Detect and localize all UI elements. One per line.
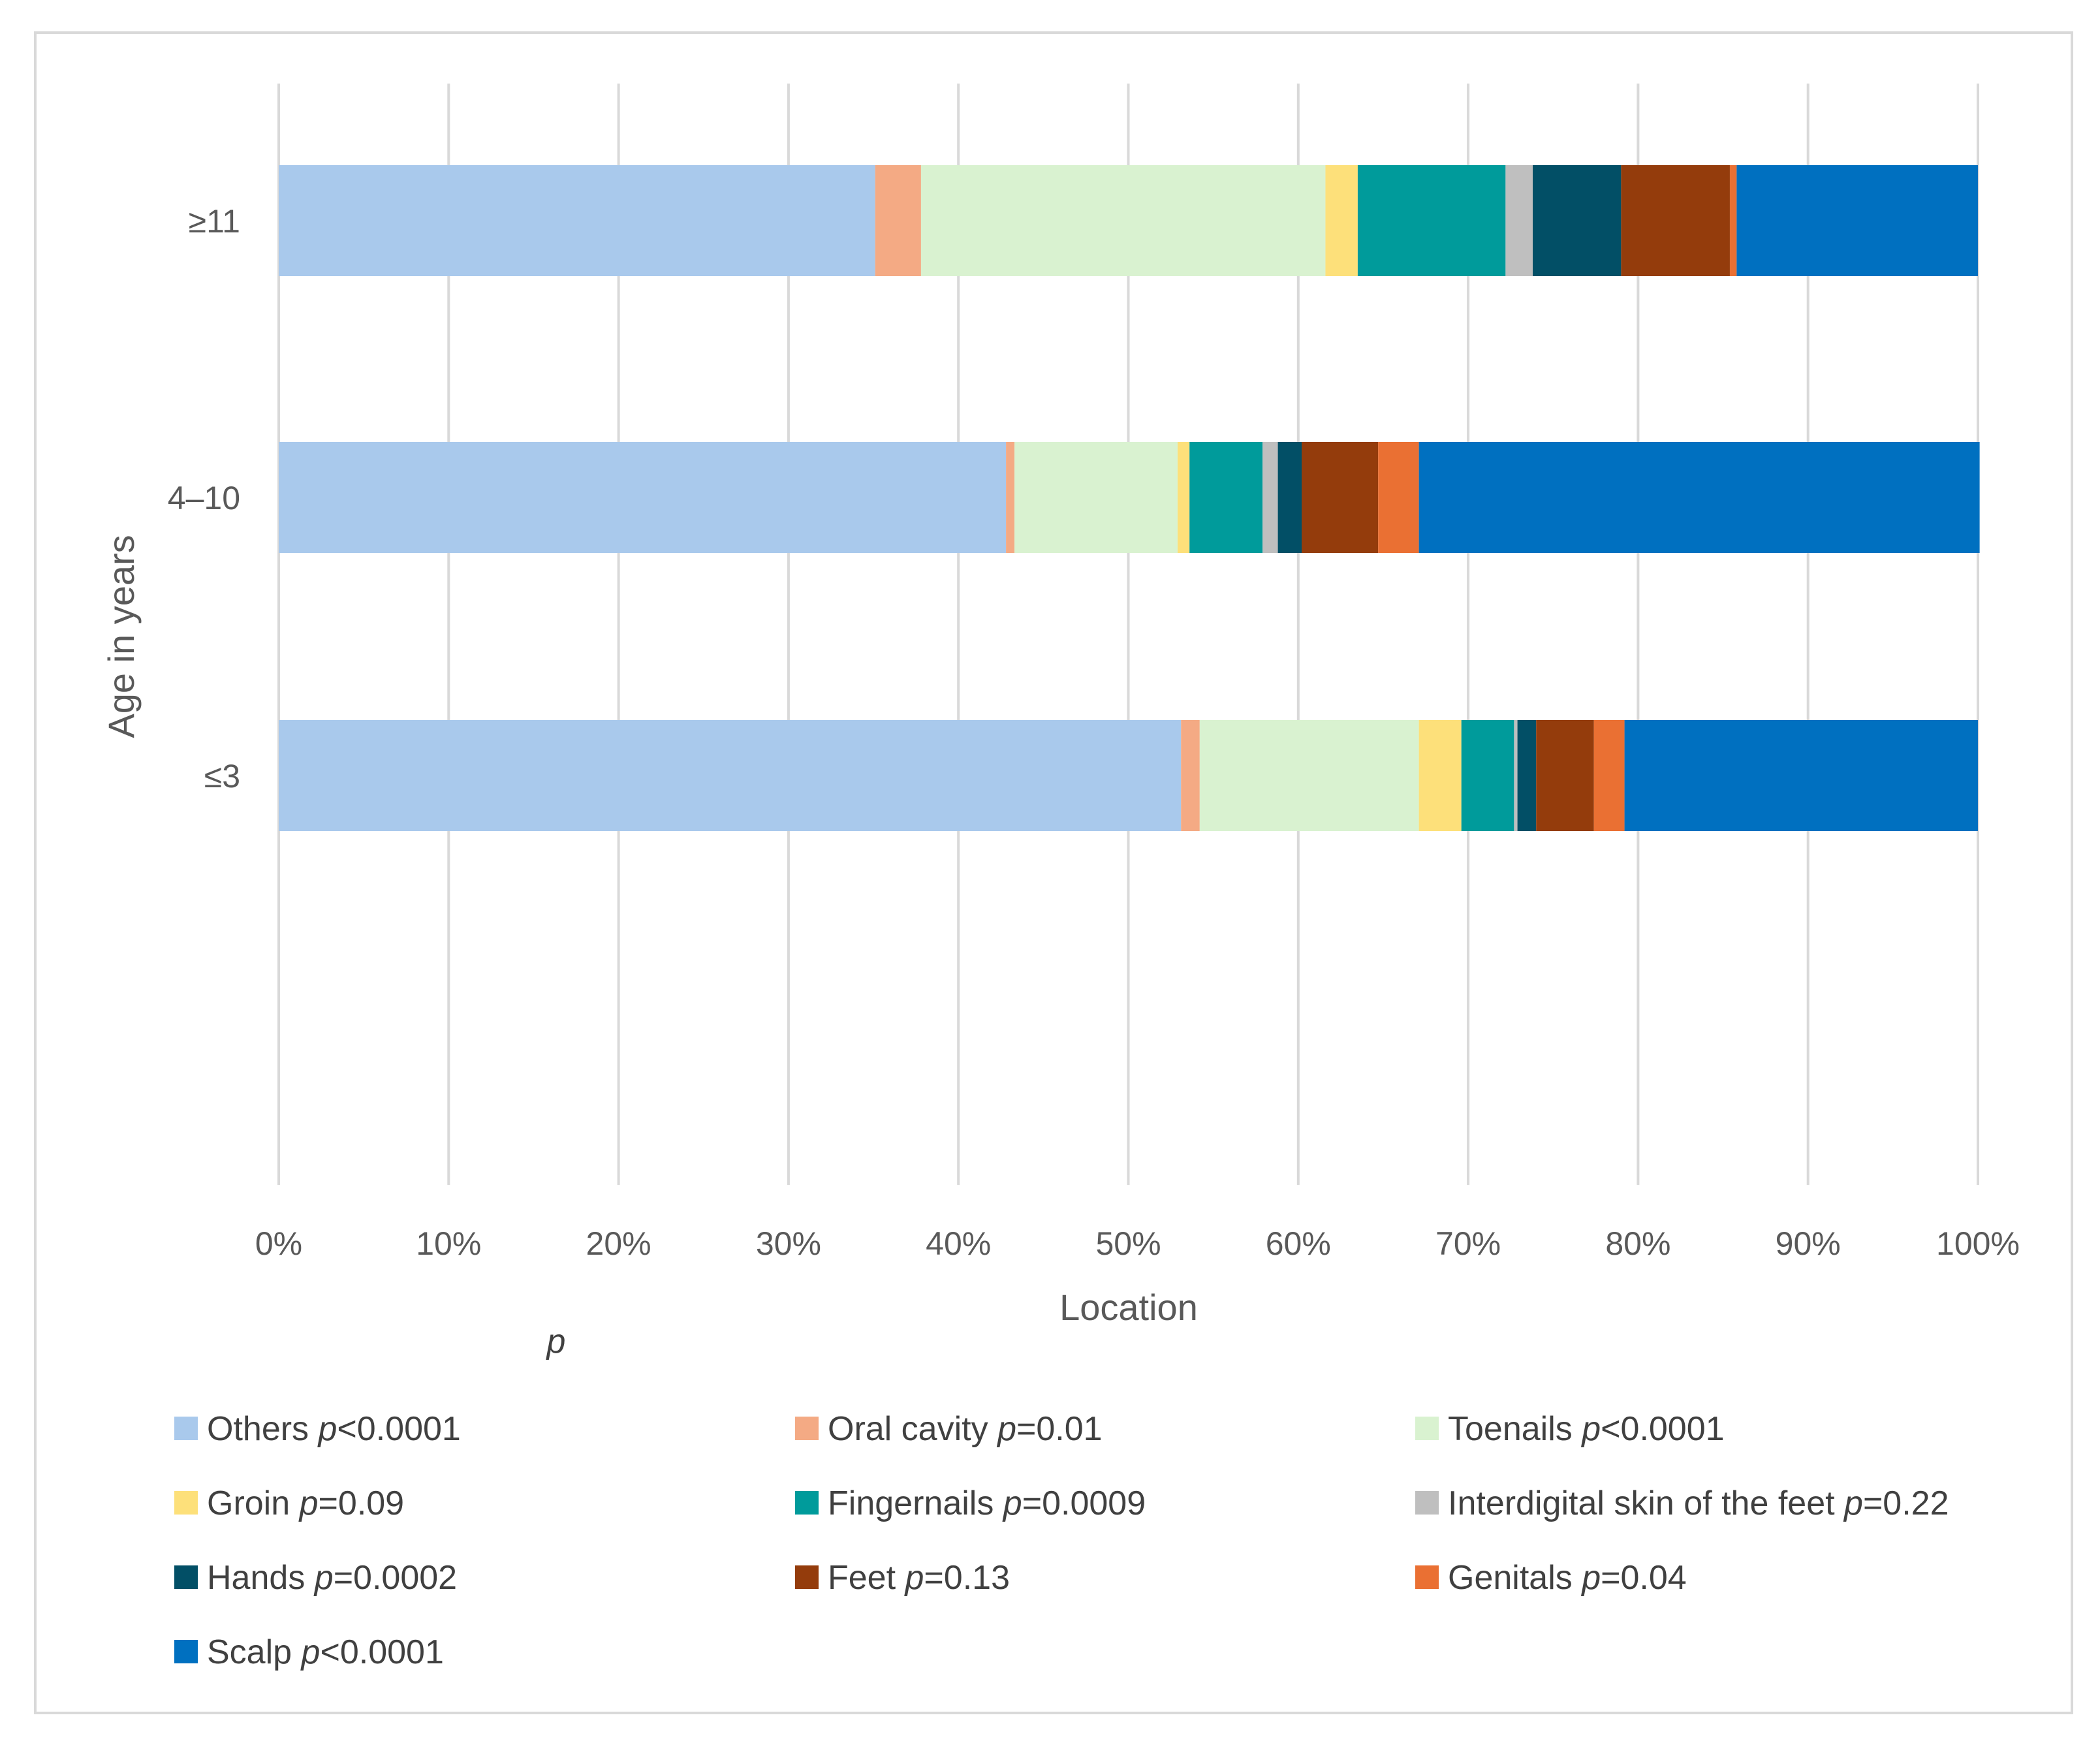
y-axis-title: Age in years	[101, 535, 142, 738]
legend-label: Oral cavity p=0.01	[828, 1410, 1103, 1448]
legend-label: Toenails p<0.0001	[1448, 1410, 1725, 1448]
bar-segment	[875, 165, 921, 276]
x-tick-label: 20%	[586, 1225, 651, 1262]
bar-segment	[1461, 720, 1514, 831]
x-tick-labels: 0% 10% 20% 30% 40% 50% 60% 70% 80% 90% 100%	[255, 1225, 2020, 1262]
legend-item: Genitals p=0.04	[1415, 1559, 1687, 1597]
bar-segment	[1325, 165, 1358, 276]
bar-segment	[1357, 165, 1506, 276]
legend: Others p<0.0001 Oral cavity p=0.01 Toenail…	[174, 1410, 1949, 1671]
y-category-label: ≥11	[189, 203, 240, 240]
legend-item: Interdigital skin of the feet p=0.22	[1415, 1484, 1949, 1522]
y-category-label: ≤3	[204, 758, 240, 794]
x-tick-label: 10%	[416, 1225, 481, 1262]
x-tick-label: 80%	[1605, 1225, 1670, 1262]
bar-segment	[1621, 165, 1730, 276]
x-tick-label: 90%	[1776, 1225, 1841, 1262]
bar-segment	[1277, 442, 1302, 553]
bars	[279, 165, 1980, 831]
chart-frame	[34, 31, 2073, 1714]
bar-segment	[1199, 720, 1419, 831]
y-category-labels: ≥11 4–10 ≤3	[168, 203, 240, 794]
bar-segment	[1177, 442, 1190, 553]
bar-segment	[279, 442, 1007, 553]
bar-segment	[279, 165, 875, 276]
x-tick-label: 70%	[1435, 1225, 1501, 1262]
bar-segment	[1729, 165, 1737, 276]
legend-label: Others p<0.0001	[207, 1410, 461, 1448]
legend-item: Others p<0.0001	[174, 1410, 461, 1448]
bar-segment	[1014, 442, 1178, 553]
bar-segment	[1006, 442, 1015, 553]
bar-segment	[920, 165, 1326, 276]
legend-item: Scalp p<0.0001	[174, 1633, 444, 1671]
legend-label: Scalp p<0.0001	[207, 1633, 444, 1671]
legend-swatch	[795, 1417, 819, 1440]
bar-segment	[1302, 442, 1379, 553]
bar-segment	[1514, 720, 1518, 831]
legend-label: Groin p=0.09	[207, 1484, 404, 1522]
legend-label: Fingernails p=0.0009	[828, 1484, 1146, 1522]
bar-segment	[1517, 720, 1537, 831]
bar-segment	[1378, 442, 1419, 553]
bar-segment	[1505, 165, 1533, 276]
legend-swatch	[174, 1640, 198, 1663]
legend-swatch	[174, 1417, 198, 1440]
legend-item: Feet p=0.13	[795, 1559, 1010, 1597]
legend-swatch	[1415, 1417, 1439, 1440]
y-category-label: 4–10	[168, 480, 240, 516]
bar-segment	[1418, 720, 1462, 831]
stray-p-label: p	[546, 1323, 566, 1360]
bar-segment	[1418, 442, 1980, 553]
legend-swatch	[174, 1491, 198, 1515]
bar-segment	[1624, 720, 1978, 831]
legend-label: Hands p=0.0002	[207, 1559, 457, 1597]
bar-segment	[1533, 165, 1622, 276]
legend-item: Oral cavity p=0.01	[795, 1410, 1103, 1448]
x-tick-label: 100%	[1936, 1225, 2020, 1262]
bar-segment	[1536, 720, 1594, 831]
legend-label: Feet p=0.13	[828, 1559, 1010, 1597]
bar-segment	[279, 720, 1182, 831]
legend-swatch	[795, 1491, 819, 1515]
bar-segment	[1262, 442, 1278, 553]
legend-swatch	[174, 1565, 198, 1589]
legend-label: Genitals p=0.04	[1448, 1559, 1687, 1597]
legend-item: Groin p=0.09	[174, 1484, 404, 1522]
legend-label: Interdigital skin of the feet p=0.22	[1448, 1484, 1949, 1522]
legend-item: Hands p=0.0002	[174, 1559, 457, 1597]
x-tick-label: 40%	[926, 1225, 991, 1262]
legend-item: Toenails p<0.0001	[1415, 1410, 1725, 1448]
bar-segment	[1181, 720, 1200, 831]
x-axis-title: Location	[1059, 1287, 1198, 1328]
bar-segment	[1736, 165, 1978, 276]
legend-item: Fingernails p=0.0009	[795, 1484, 1146, 1522]
legend-swatch	[1415, 1491, 1439, 1515]
legend-swatch	[1415, 1565, 1439, 1589]
legend-swatch	[795, 1565, 819, 1589]
x-tick-label: 0%	[255, 1225, 302, 1262]
bar-segment	[1593, 720, 1625, 831]
bar-segment	[1189, 442, 1263, 553]
x-tick-label: 30%	[756, 1225, 821, 1262]
x-tick-label: 60%	[1266, 1225, 1331, 1262]
x-tick-label: 50%	[1095, 1225, 1161, 1262]
